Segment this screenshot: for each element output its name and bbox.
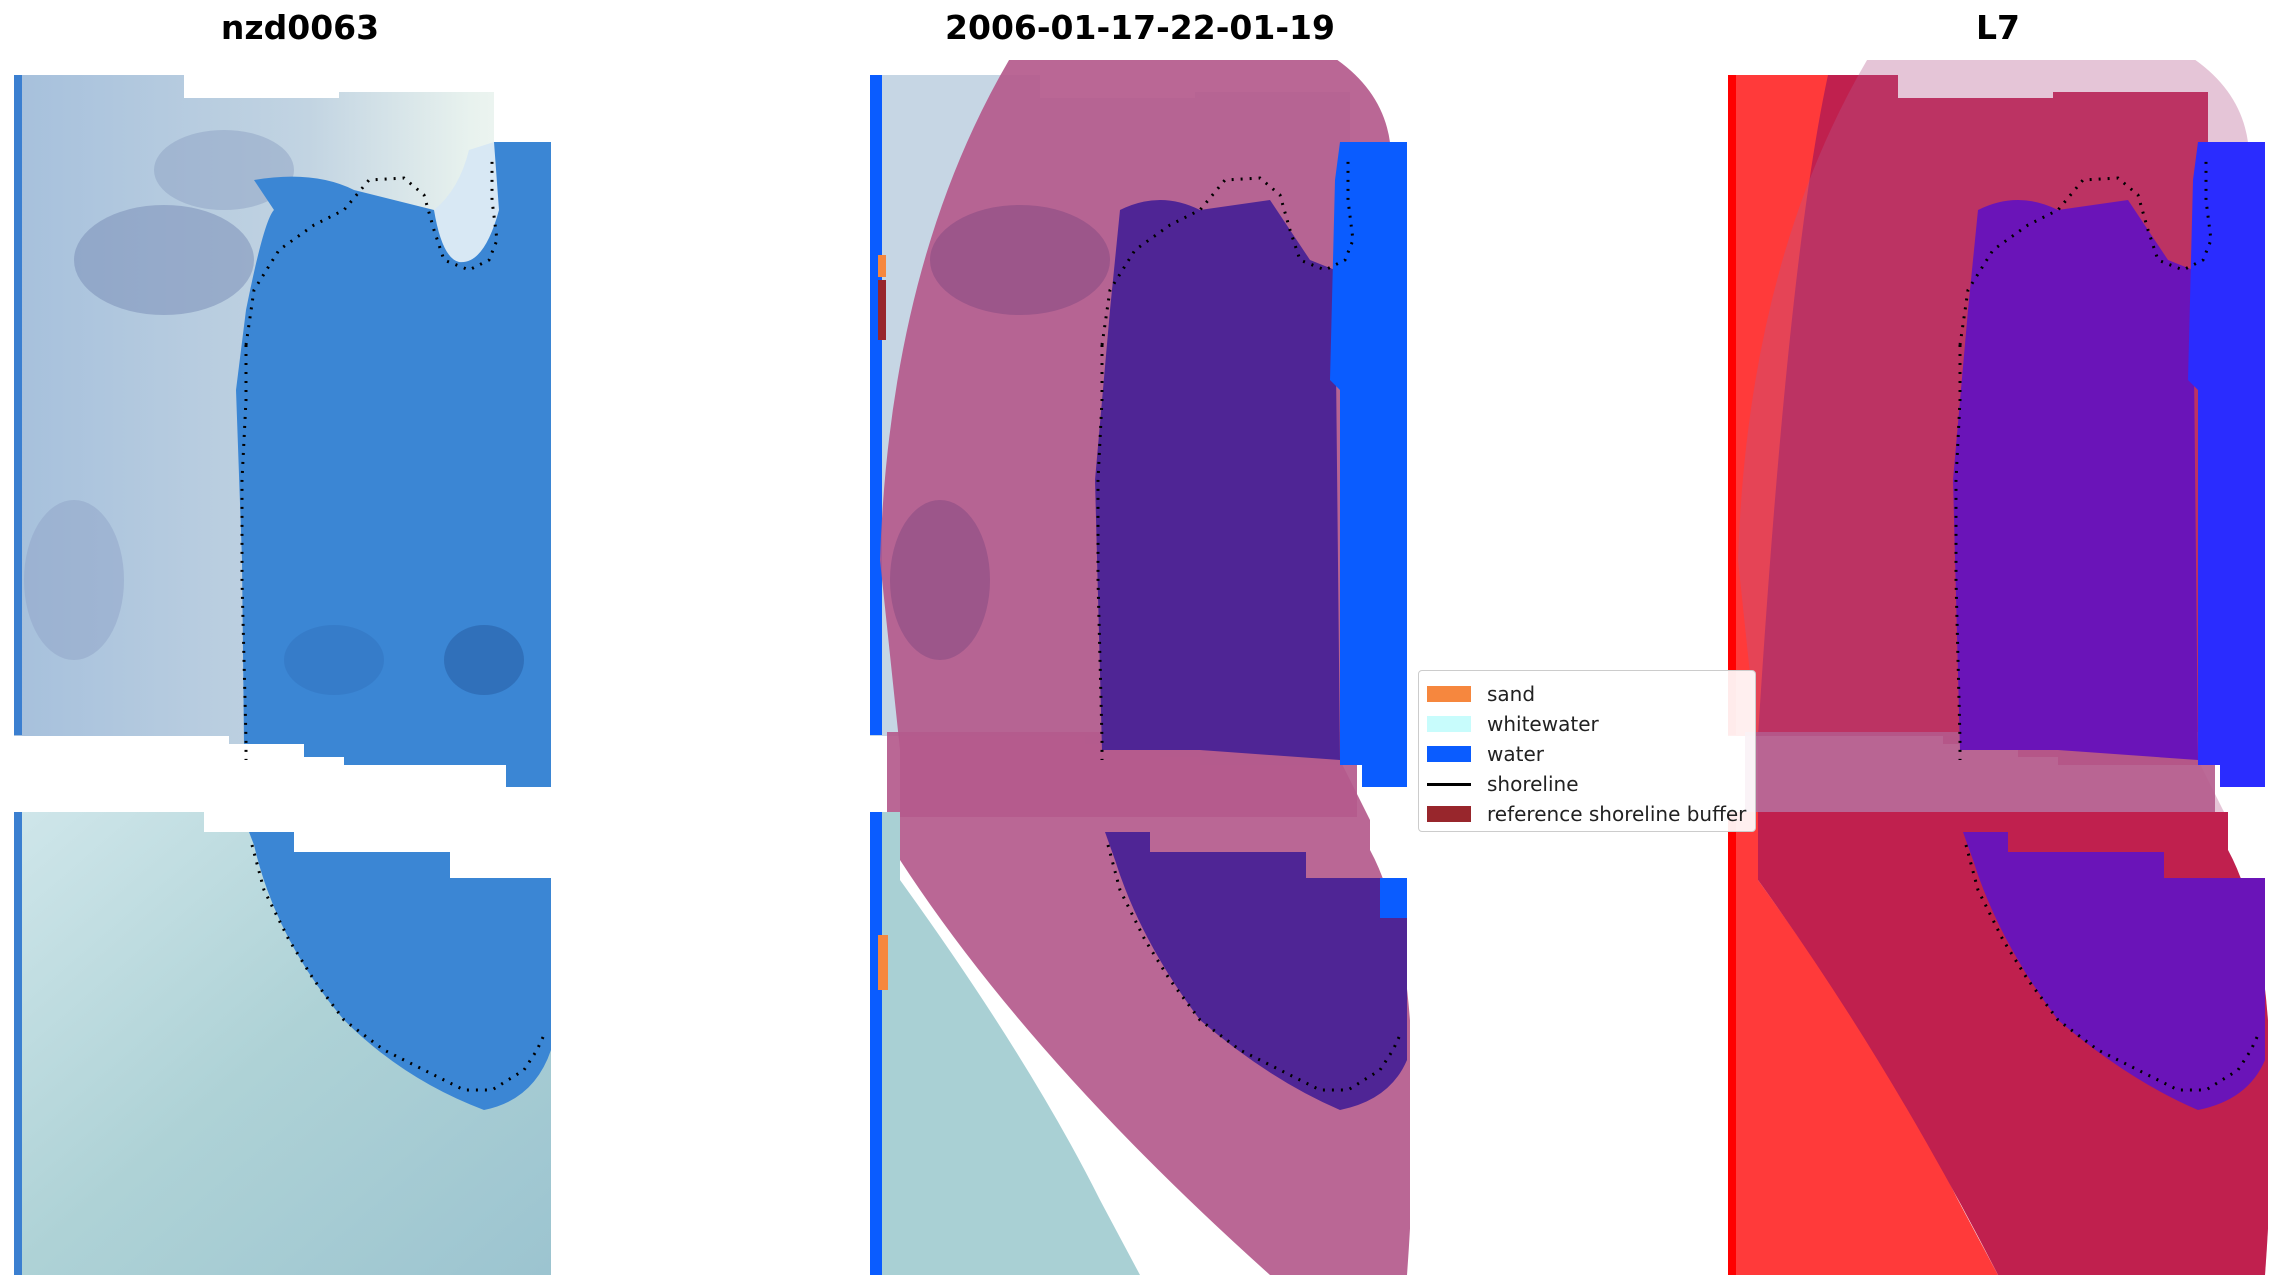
panel-title-index: L7 xyxy=(1976,8,2020,47)
reference-buffer-swatch xyxy=(1427,806,1471,822)
rgb-image xyxy=(14,75,551,1275)
legend-item-sand: sand xyxy=(1427,679,1755,709)
panel-title-rgb: nzd0063 xyxy=(220,8,380,47)
whitewater-swatch xyxy=(1427,716,1471,732)
legend-item-shoreline: shoreline xyxy=(1427,769,1755,799)
legend-label-shoreline: shoreline xyxy=(1487,772,1579,796)
legend-label-water: water xyxy=(1487,742,1544,766)
legend-label-whitewater: whitewater xyxy=(1487,712,1599,736)
legend-label-reference-buffer: reference shoreline buffer xyxy=(1487,802,1747,826)
shoreline-line-swatch xyxy=(1427,782,1471,786)
legend-item-reference-buffer: reference shoreline buffer xyxy=(1427,799,1755,829)
index-panel xyxy=(1728,60,2268,1275)
classification-panel xyxy=(870,60,1410,1275)
classification-image xyxy=(870,60,1410,1275)
sand-swatch xyxy=(1427,686,1471,702)
panel-title-classification: 2006-01-17-22-01-19 xyxy=(945,8,1335,47)
legend-item-whitewater: whitewater xyxy=(1427,709,1755,739)
water-swatch xyxy=(1427,746,1471,762)
legend-item-water: water xyxy=(1427,739,1755,769)
legend-label-sand: sand xyxy=(1487,682,1536,706)
index-image xyxy=(1728,60,2268,1275)
legend: sand whitewater water shoreline referenc… xyxy=(1418,670,1756,832)
rgb-image-panel xyxy=(14,60,554,1275)
